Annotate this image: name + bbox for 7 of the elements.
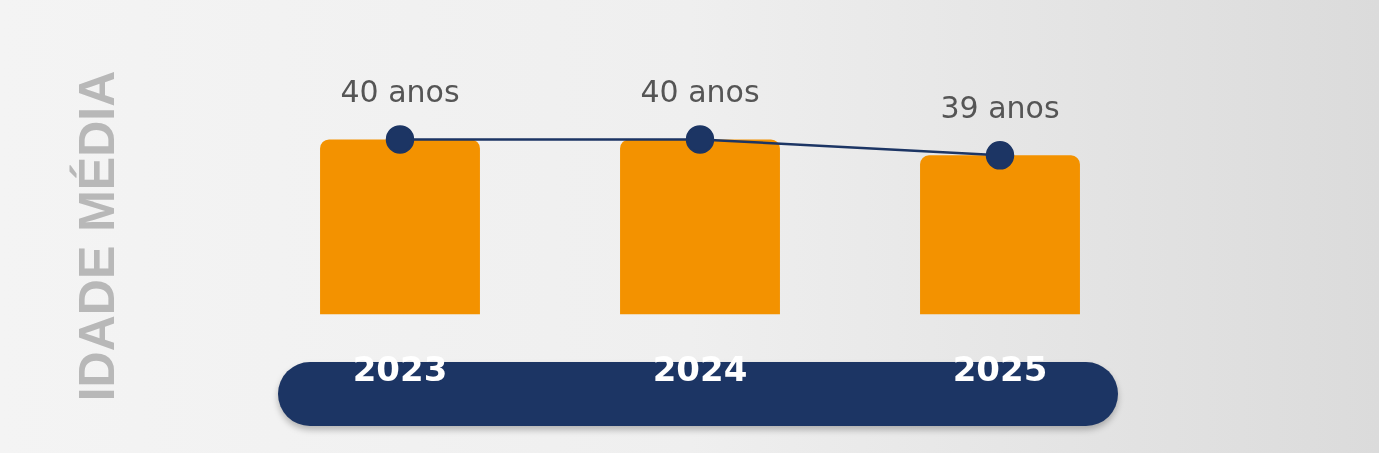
x-tick-label: 2025	[952, 349, 1048, 390]
x-tick-label: 2024	[652, 349, 748, 390]
x-tick-label: 2023	[352, 349, 448, 390]
data-label: 40 anos	[340, 74, 460, 110]
y-axis-title: IDADE MÉDIA	[68, 70, 125, 402]
data-label: 40 anos	[640, 74, 760, 110]
data-label: 39 anos	[940, 90, 1060, 126]
